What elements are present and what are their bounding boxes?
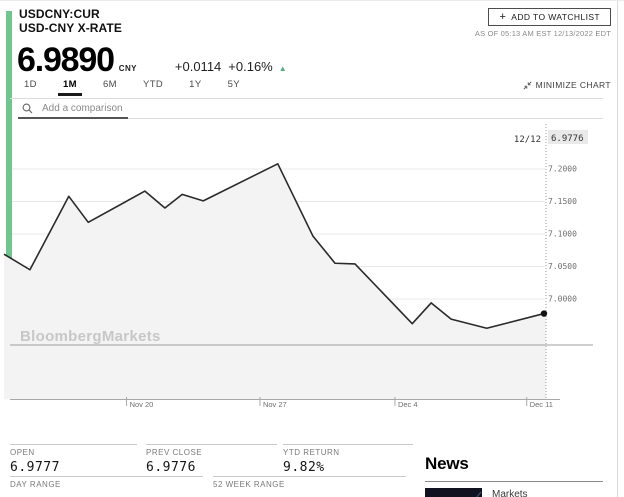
svg-text:7.1000: 7.1000 [548,230,577,239]
stat-open: OPEN 6.9777 [10,444,137,475]
svg-text:Nov 20: Nov 20 [130,400,154,409]
minimize-icon [523,80,532,90]
tabs-divider [10,98,603,99]
security-name: USD-CNY X-RATE [19,21,122,35]
price-change: +0.0114 [174,59,222,74]
security-header: USDCNY:CUR USD-CNY X-RATE [19,7,122,35]
tab-5y[interactable]: 5Y [223,77,245,96]
svg-text:7.2000: 7.2000 [548,165,577,174]
search-icon [22,103,33,114]
watchlist-button-label: ADD TO WATCHLIST [511,12,600,22]
chart-canvas[interactable]: 7.2000 7.1500 7.1000 7.0500 7.0000 BloombergM… [0,120,624,413]
stat-label: YTD RETURN [283,448,340,457]
minimize-chart-button[interactable]: MINIMIZE CHART [523,80,611,96]
news-thumbnail [425,488,482,497]
news-section: News Markets [425,454,603,497]
stat-day-range: DAY RANGE [10,476,203,489]
svg-text:12/12: 12/12 [514,135,541,145]
as-of-timestamp: AS OF 05:13 AM EST 12/13/2022 EDT [474,29,611,38]
ticker-symbol: USDCNY:CUR [19,7,100,21]
svg-text:Nov 27: Nov 27 [263,400,287,409]
add-to-watchlist-button[interactable]: + ADD TO WATCHLIST [488,8,611,26]
scrollbar-track[interactable] [617,1,618,497]
search-input[interactable] [40,102,304,115]
svg-text:Dec 11: Dec 11 [530,400,553,409]
svg-text:7.1500: 7.1500 [548,197,577,206]
price-row: 6.9890 CNY +0.0114 +0.16% ▲ [17,41,287,80]
tab-6m[interactable]: 6M [98,77,122,96]
svg-text:Dec 4: Dec 4 [398,400,418,409]
svg-text:7.0500: 7.0500 [548,262,577,271]
news-divider [425,481,603,482]
stat-value: 6.9777 [10,460,60,475]
stat-value: 9.82% [283,460,325,475]
news-title: News [425,454,469,473]
last-price: 6.9890 [17,41,115,79]
plus-icon: + [499,11,507,23]
tab-1y[interactable]: 1Y [184,77,206,96]
up-arrow-icon: ▲ [278,64,287,73]
search-underline-extension [128,118,603,119]
range-tabs: 1D 1M 6M YTD 1Y 5Y MINIMIZE CHART [19,77,611,96]
minimize-chart-label: MINIMIZE CHART [535,80,611,90]
stat-label: DAY RANGE [10,480,61,489]
news-item[interactable]: Markets [425,488,603,497]
svg-text:6.9776: 6.9776 [551,134,584,144]
stat-label: OPEN [10,448,35,457]
svg-text:BloombergMarkets: BloombergMarkets [20,328,161,345]
svg-text:7.0000: 7.0000 [548,295,577,304]
stat-ytd-return: YTD RETURN 9.82% [283,444,413,475]
comparison-search [22,102,304,115]
tab-1m[interactable]: 1M [57,77,82,96]
price-chart[interactable]: 7.2000 7.1500 7.1000 7.0500 7.0000 BloombergM… [0,120,624,413]
stat-label: PREV CLOSE [146,448,203,457]
accent-bar [6,11,12,399]
tab-ytd[interactable]: YTD [138,77,168,96]
news-thumbnail-chart-icon [425,488,482,497]
news-category: Markets [492,489,528,497]
stat-value: 6.9776 [146,460,196,475]
price-change-percent: +0.16% [228,59,273,74]
stat-prev-close: PREV CLOSE 6.9776 [146,444,277,475]
stat-label: 52 WEEK RANGE [213,480,285,489]
stat-52-week-range: 52 WEEK RANGE [213,476,406,489]
search-underline [18,117,128,119]
tab-1d[interactable]: 1D [19,77,42,96]
price-currency: CNY [118,64,137,73]
